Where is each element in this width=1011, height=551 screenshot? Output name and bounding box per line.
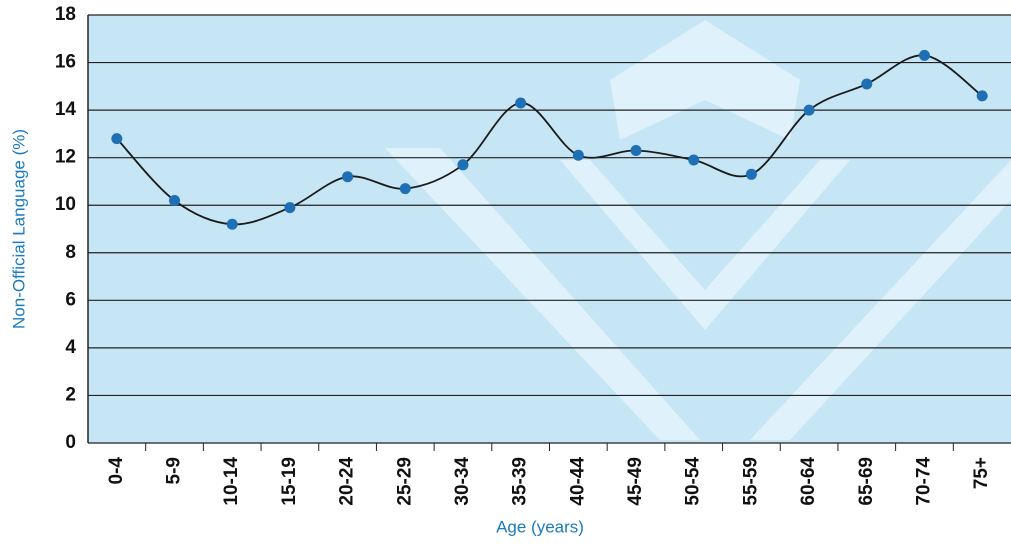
marker: [111, 133, 122, 144]
marker: [746, 169, 757, 180]
y-tick-label: 2: [65, 384, 76, 405]
marker: [977, 90, 988, 101]
y-tick-label: 4: [65, 337, 76, 358]
y-tick-label: 6: [65, 289, 76, 310]
y-tick-label: 10: [55, 194, 76, 215]
marker: [631, 145, 642, 156]
x-tick-label: 15-19: [279, 457, 300, 506]
x-tick-label: 65-69: [856, 457, 877, 506]
marker: [688, 155, 699, 166]
marker: [515, 97, 526, 108]
y-tick-label: 12: [55, 147, 76, 168]
x-tick-label: 50-54: [683, 457, 704, 506]
y-tick-label: 8: [65, 242, 76, 263]
marker: [400, 183, 411, 194]
plot-background: [88, 15, 1011, 443]
marker: [861, 78, 872, 89]
y-tick-label: 0: [65, 432, 76, 453]
x-tick-label: 60-64: [798, 457, 819, 506]
marker: [342, 171, 353, 182]
marker: [919, 50, 930, 61]
x-tick-label: 70-74: [913, 457, 934, 506]
x-tick-label: 20-24: [337, 457, 358, 506]
x-axis-label: Age (years): [496, 517, 584, 536]
marker: [169, 195, 180, 206]
x-tick-label: 40-44: [567, 457, 588, 506]
marker: [284, 202, 295, 213]
x-tick-label: 35-39: [510, 457, 531, 506]
y-axis-label: Non-Official Language (%): [9, 129, 28, 329]
x-tick-label: 25-29: [394, 457, 415, 506]
marker: [457, 159, 468, 170]
x-tick-label: 45-49: [625, 457, 646, 506]
y-tick-label: 14: [55, 99, 77, 120]
x-tick-label: 5-9: [164, 457, 185, 484]
marker: [573, 150, 584, 161]
x-tick-label: 55-59: [740, 457, 761, 506]
x-tick-label: 10-14: [221, 457, 242, 506]
marker: [227, 219, 238, 230]
chart: Age (years) Non-Official Language (%) 0 2…: [0, 0, 1011, 546]
y-tick-label: 18: [55, 4, 76, 25]
marker: [804, 105, 815, 116]
y-tick-label: 16: [55, 52, 76, 73]
x-tick-label: 30-34: [452, 457, 473, 506]
x-tick-label: 75+: [971, 457, 992, 489]
x-tick-label: 0-4: [106, 457, 127, 485]
